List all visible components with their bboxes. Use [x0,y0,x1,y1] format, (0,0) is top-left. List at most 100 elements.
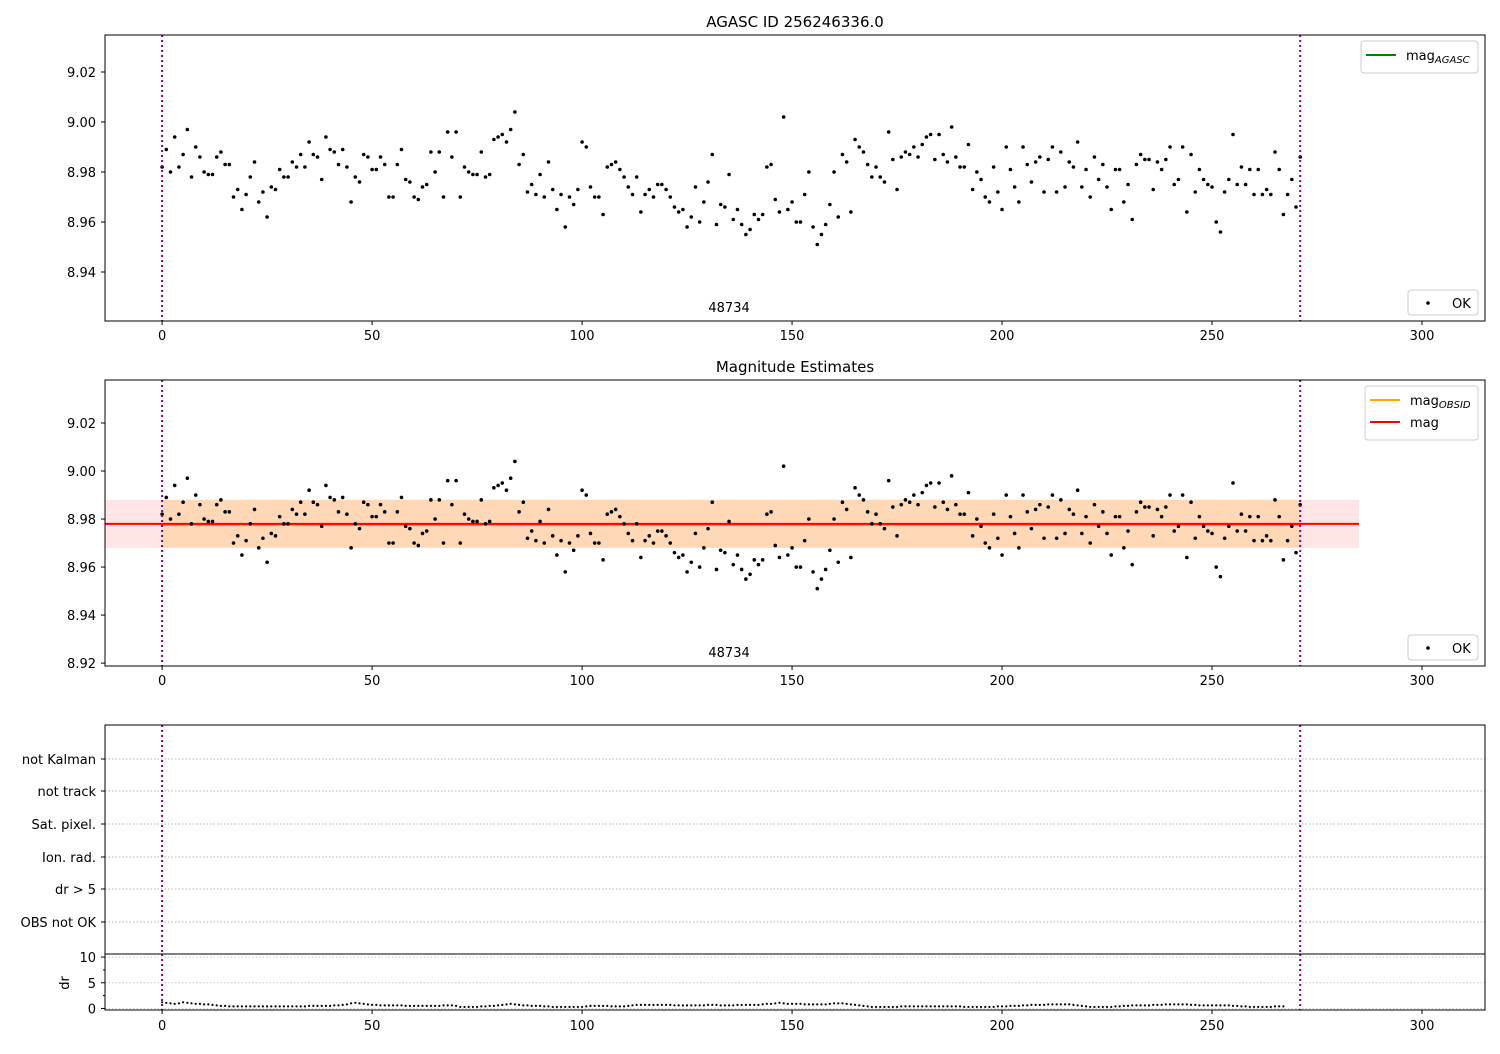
data-point [1176,177,1181,182]
data-point [1260,192,1265,197]
data-point [399,147,404,152]
data-point [1038,155,1042,159]
y-tick-label: 9.02 [67,417,96,432]
dr-point [618,1005,621,1008]
dr-point [564,1005,567,1009]
dr-point [1194,1003,1197,1006]
dr-point [1038,1003,1041,1006]
dr-point [908,1005,911,1008]
data-point [336,162,341,167]
dr-point [459,1005,462,1009]
dr-point [1026,1004,1029,1007]
dr-point [219,1004,223,1007]
y-tick-label: 9.02 [67,66,96,81]
flags-panel: not Kalman not track Sat. pixel. Ion. rad. d… [21,724,1486,955]
data-point [227,162,232,167]
data-point [643,192,647,197]
dr-point [992,1005,995,1009]
data-point [529,529,534,533]
data-point [622,522,626,526]
data-point [315,155,320,159]
data-point [1214,565,1219,569]
data-point [1092,502,1097,507]
data-point [450,502,454,507]
data-point [769,162,773,167]
data-point [660,529,664,533]
data-point [1281,558,1286,562]
data-point [609,510,614,514]
data-point [857,493,862,497]
dr-point [1215,1004,1218,1007]
dr-point [660,1003,663,1006]
data-point [1117,167,1122,172]
data-point [231,195,236,199]
dr-point [1257,1005,1260,1009]
dr-point [312,1004,315,1007]
data-point [580,488,584,493]
dr-point [732,1004,735,1007]
data-point [760,212,765,217]
data-point [1264,534,1269,538]
data-point [1222,536,1227,541]
dr-point [1030,1003,1033,1006]
data-point [550,534,555,538]
dr-point [736,1003,739,1006]
data-point [307,488,311,493]
data-point [336,510,341,514]
dr-point [803,1003,806,1006]
data-point [1210,185,1214,189]
data-point [223,162,227,167]
dr-point [1181,1003,1184,1006]
data-point [1042,190,1046,194]
data-point [370,514,374,519]
data-point [198,155,202,159]
data-point [1130,562,1135,567]
data-point [983,541,988,545]
x-tick-label: 0 [158,674,166,689]
data-point [395,162,400,167]
dr-point [1063,1003,1067,1006]
data-point [534,192,538,197]
data-point [941,152,946,157]
data-point [819,232,824,237]
data-point [324,135,328,139]
data-point [689,215,694,219]
data-point [744,577,748,581]
y-tick-label: 8.98 [67,513,96,528]
dr-point [513,1003,516,1006]
data-point [689,560,694,565]
data-point [584,145,589,149]
data-point [739,567,744,572]
data-point [773,197,778,202]
dr-point [1206,1004,1209,1007]
dr-point [1177,1003,1180,1006]
dr-point [329,1004,332,1007]
dr-point [1240,1005,1243,1008]
dr-point [1042,1003,1046,1006]
data-point [937,481,941,485]
data-point [198,502,202,507]
data-point [492,137,496,142]
data-point [597,195,601,199]
dr-point [1152,1003,1155,1006]
data-point [1214,220,1219,224]
data-point [823,567,828,572]
data-point [265,560,269,565]
data-point [912,493,916,497]
dr-point [1084,1005,1088,1008]
x-tick-label: 100 [570,674,595,689]
data-point [1042,536,1046,541]
data-point [832,517,836,521]
data-point [181,152,185,157]
data-point [1256,167,1261,172]
data-point [886,478,891,483]
data-point [1189,500,1193,505]
data-point [181,500,185,505]
data-point [823,222,828,227]
data-point [408,526,412,531]
data-point [311,500,316,505]
data-point [487,172,492,177]
data-point [1004,493,1009,497]
data-point [588,531,593,536]
